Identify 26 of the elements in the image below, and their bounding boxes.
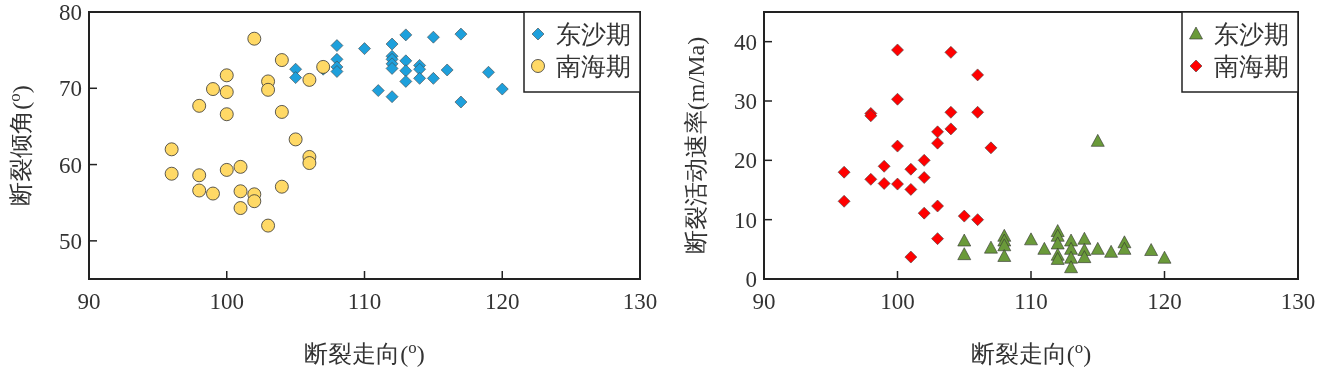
legend-label: 东沙期 xyxy=(1214,21,1289,48)
x-tick-label: 90 xyxy=(752,289,776,314)
y-tick-label: 20 xyxy=(734,148,757,174)
legend-label: 东沙期 xyxy=(556,21,631,48)
x-tick-label: 130 xyxy=(622,289,658,314)
y-tick-label: 10 xyxy=(734,207,757,233)
x-tick-label: 100 xyxy=(880,289,915,314)
y-tick-label: 60 xyxy=(59,152,82,178)
x-axis-title: 断裂走向($^{o}$) xyxy=(970,337,1092,367)
x-tick-label: 110 xyxy=(1014,289,1048,314)
x-tick-label: 100 xyxy=(209,289,244,314)
legend-label: 南海期 xyxy=(556,53,631,80)
x-tick-label: 120 xyxy=(1147,289,1182,314)
x-axis-title: 断裂走向($^{o}$) xyxy=(304,337,425,367)
y-tick-label: 0 xyxy=(745,267,757,292)
x-tick-label: 90 xyxy=(77,289,101,314)
y-tick-label: 80 xyxy=(59,0,82,25)
x-tick-label: 110 xyxy=(347,289,382,314)
legend-label: 南海期 xyxy=(1214,53,1289,80)
y-tick-label: 40 xyxy=(734,29,757,55)
x-tick-label: 120 xyxy=(485,289,520,314)
y-tick-label: 50 xyxy=(59,228,82,254)
y-tick-label: 70 xyxy=(59,76,82,102)
y-axis-title: 断裂活动速率(m/Ma) xyxy=(683,36,709,255)
y-tick-label: 30 xyxy=(734,89,757,114)
x-tick-label: 130 xyxy=(1280,289,1316,314)
